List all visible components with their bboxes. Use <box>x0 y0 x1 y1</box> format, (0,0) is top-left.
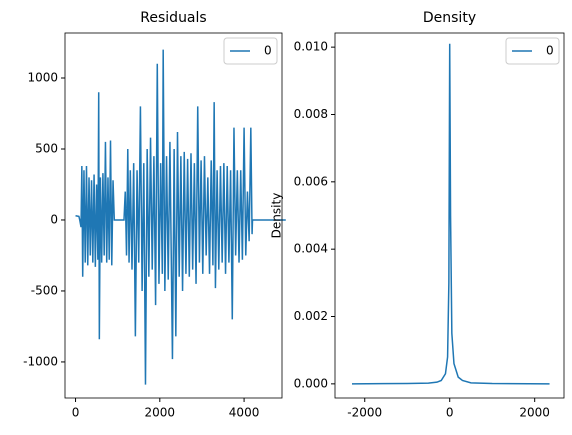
legend-label: 0 <box>546 44 554 58</box>
x-tick-label: 4000 <box>229 406 260 420</box>
x-tick-label: 0 <box>72 406 80 420</box>
y-tick-label: -1000 <box>23 354 58 368</box>
y-tick-label: 0.002 <box>294 309 328 323</box>
axes-frame <box>334 32 565 399</box>
line <box>351 43 550 385</box>
legend-box <box>223 37 278 65</box>
y-tick-label: 0.008 <box>294 107 328 121</box>
line <box>75 49 286 385</box>
legend-box <box>505 37 560 65</box>
y-tick-label: -500 <box>31 283 58 297</box>
y-axis-label: Density <box>270 193 284 239</box>
x-tick-label: -2000 <box>347 406 382 420</box>
x-tick-label: 2000 <box>145 406 176 420</box>
x-tick-label: 2000 <box>519 406 550 420</box>
y-tick-label: 0.006 <box>294 174 328 188</box>
x-tick-label: 0 <box>446 406 454 420</box>
chart-title: Density <box>423 10 476 26</box>
y-tick-label: 0.010 <box>294 40 328 54</box>
y-tick-label: 0.000 <box>294 376 328 390</box>
y-tick-label: 1000 <box>27 71 58 85</box>
y-tick-label: 0 <box>50 212 58 226</box>
y-tick-label: 0.004 <box>294 242 328 256</box>
legend-label: 0 <box>264 44 272 58</box>
y-tick-label: 500 <box>35 141 58 155</box>
axes-frame <box>64 32 283 399</box>
chart-title: Residuals <box>140 10 206 26</box>
